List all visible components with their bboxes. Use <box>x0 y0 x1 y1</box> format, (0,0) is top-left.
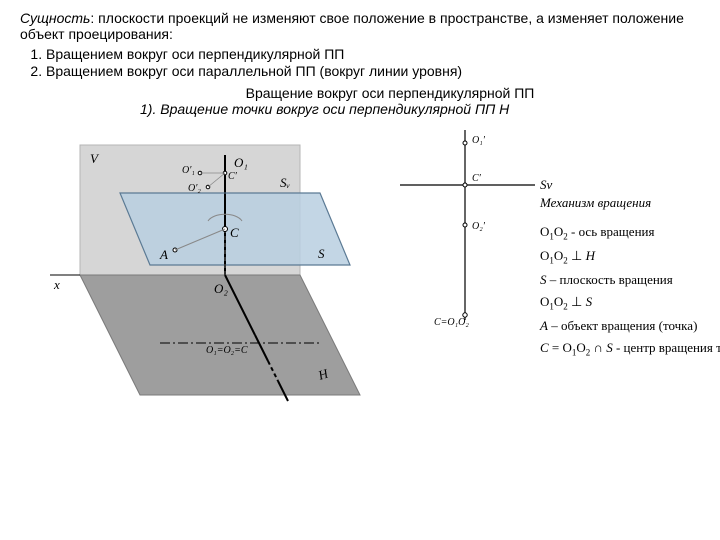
r-cp: C′ <box>472 173 482 184</box>
r-coeq: C=O₁O₂ <box>434 317 469 328</box>
legend-row: S – плоскость вращения <box>540 269 720 291</box>
list-item: Вращением вокруг оси перпендикулярной ПП <box>46 46 700 62</box>
legend-row: A – объект вращения (точка) <box>540 315 720 337</box>
label-sv: Sᵥ <box>280 175 291 190</box>
legend-row: O1O2 ⊥ H <box>540 245 720 269</box>
label-o2: O₂ <box>214 281 228 296</box>
label-o1o2c: О₁=О₂=С <box>206 345 248 356</box>
label-o1: O₁ <box>234 155 248 170</box>
list-item: Вращением вокруг оси параллельной ПП (во… <box>46 63 700 79</box>
essence-body: : плоскости проекций не изменяют свое по… <box>20 10 684 42</box>
label-x: x <box>53 277 60 292</box>
left-figure: V H S Sᵥ x A C O₁ O₂ O′₁ O′₂ C′ О₁=О₂=С <box>20 125 380 425</box>
label-c: C <box>230 225 239 240</box>
item-1-title: 1). Вращение точки вокруг оси перпендику… <box>140 101 700 117</box>
r-mech: Механизм вращения <box>540 195 651 211</box>
figures-row: V H S Sᵥ x A C O₁ O₂ O′₁ O′₂ C′ О₁=О₂=С <box>20 125 700 425</box>
legend: O1O2 - ось вращения O1O2 ⊥ H S – плоскос… <box>540 221 720 361</box>
label-o1p: O′₁ <box>182 165 195 176</box>
label-a: A <box>159 247 168 262</box>
right-figure: O₁′ C′ O₂′ C=O₁O₂ Sv Механизм вращения O… <box>390 125 700 405</box>
r-o1p: O₁′ <box>472 135 486 146</box>
r-sv-label: Sv <box>540 177 552 193</box>
legend-row: O1O2 - ось вращения <box>540 221 720 245</box>
section-subtitle: Вращение вокруг оси перпендикулярной ПП <box>200 85 580 101</box>
label-o2p: O′₂ <box>188 183 201 194</box>
legend-row: C = O1O2 ∩ S - центр вращения т. A <box>540 337 720 361</box>
label-s: S <box>318 246 325 261</box>
intro-text: Сущность: плоскости проекций не изменяют… <box>20 10 700 42</box>
essence-label: Сущность <box>20 10 90 26</box>
methods-list: Вращением вокруг оси перпендикулярной ПП… <box>20 46 700 79</box>
legend-row: O1O2 ⊥ S <box>540 291 720 315</box>
r-o2p: O₂′ <box>472 221 486 232</box>
label-cp: C′ <box>228 171 238 182</box>
